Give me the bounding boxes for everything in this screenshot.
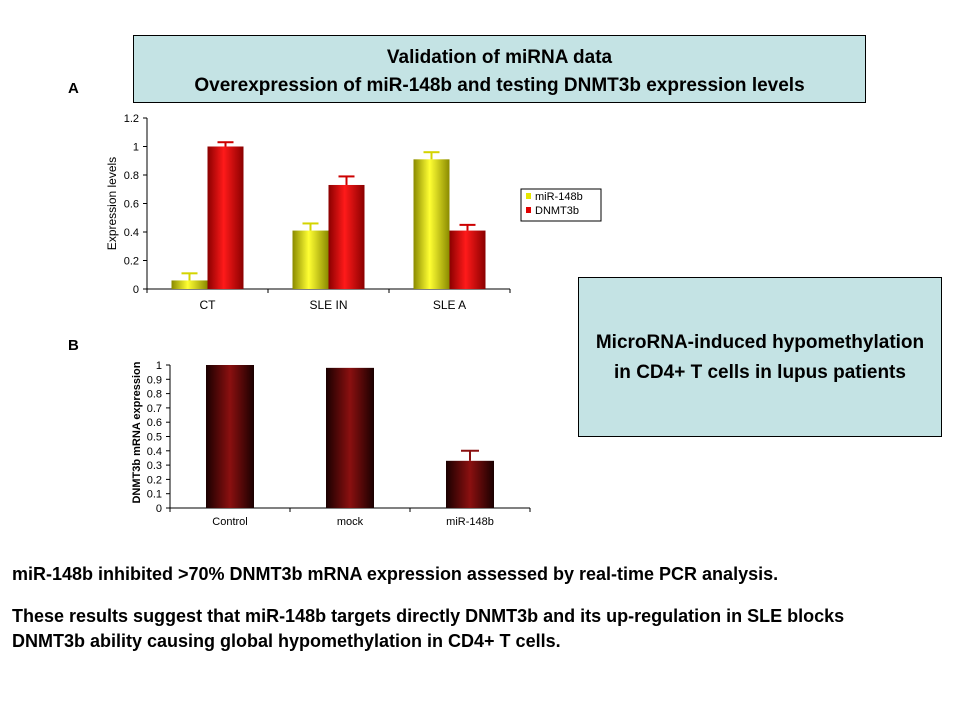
chart-b-y-tick-label: 0.3 xyxy=(147,460,162,472)
chart-a-y-tick-label: 0.6 xyxy=(124,199,139,211)
chart-a-bar-miR-148b xyxy=(292,230,329,289)
chart-a-bar-DNMT3b xyxy=(449,230,486,289)
chart-a-category-label: SLE A xyxy=(433,298,466,312)
chart-a-y-axis-label: Expression levels xyxy=(105,157,119,250)
chart-a-y-tick-label: 1 xyxy=(133,142,139,154)
chart-b-y-tick-label: 0.1 xyxy=(147,489,162,501)
chart-b-y-tick-label: 0.6 xyxy=(147,417,162,429)
chart-a-bar-DNMT3b xyxy=(328,184,365,289)
title-line-2: Overexpression of miR-148b and testing D… xyxy=(194,75,805,96)
chart-a-category-label: SLE IN xyxy=(309,298,347,312)
chart-a-legend-label: DNMT3b xyxy=(535,205,579,217)
chart-b-y-tick-label: 1 xyxy=(156,360,162,372)
chart-a-legend-swatch-DNMT3b xyxy=(526,207,531,213)
chart-b-y-tick-label: 0.4 xyxy=(147,446,162,458)
chart-b-bar xyxy=(446,460,494,508)
title-box: Validation of miRNA data Overexpression … xyxy=(133,35,866,103)
chart-b-y-tick-label: 0.9 xyxy=(147,374,162,386)
chart-a-y-tick-label: 1.2 xyxy=(124,113,139,125)
chart-b-bar xyxy=(326,367,374,508)
chart-b-y-axis-label: DNMT3b mRNA expression xyxy=(131,361,143,503)
chart-b-category-label: Control xyxy=(212,516,247,528)
chart-a-bar-miR-148b xyxy=(413,159,450,289)
chart-a-legend-label: miR-148b xyxy=(535,191,583,203)
chart-a-y-tick-label: 0.4 xyxy=(124,227,139,239)
chart-b-bar xyxy=(206,365,254,508)
chart-b-y-tick-label: 0.5 xyxy=(147,432,162,444)
chart-b-y-tick-label: 0.8 xyxy=(147,389,162,401)
chart-b-category-label: mock xyxy=(337,516,364,528)
caption-line-2: These results suggest that miR-148b targ… xyxy=(12,606,845,626)
summary-line-2: in CD4+ T cells in lupus patients xyxy=(614,362,906,383)
caption-line-1: miR-148b inhibited >70% DNMT3b mRNA expr… xyxy=(12,564,779,584)
chart-a-y-tick-label: 0 xyxy=(133,284,139,296)
chart-a-bar-miR-148b xyxy=(171,280,208,289)
chart-a-y-tick-label: 0.2 xyxy=(124,256,139,268)
chart-a-legend xyxy=(520,188,602,222)
chart-a-bar-DNMT3b xyxy=(207,146,244,289)
caption-line-3: DNMT3b ability causing global hypomethyl… xyxy=(12,631,561,651)
summary-line-1: MicroRNA-induced hypomethylation xyxy=(595,332,925,353)
chart-a-category-label: CT xyxy=(200,298,217,312)
summary-box: MicroRNA-induced hypomethylation in CD4+… xyxy=(578,277,942,437)
chart-b-y-tick-label: 0.2 xyxy=(147,474,162,486)
chart-a-y-tick-label: 0.8 xyxy=(124,170,139,182)
chart-b-y-tick-label: 0.7 xyxy=(147,403,162,415)
panel-label-a: A xyxy=(68,80,79,97)
chart-b-y-tick-label: 0 xyxy=(156,503,162,515)
panel-label-b: B xyxy=(68,337,79,354)
chart-b-category-label: miR-148b xyxy=(446,516,494,528)
title-line-1: Validation of miRNA data xyxy=(386,47,613,68)
chart-a-legend-swatch-miR-148b xyxy=(526,193,531,199)
